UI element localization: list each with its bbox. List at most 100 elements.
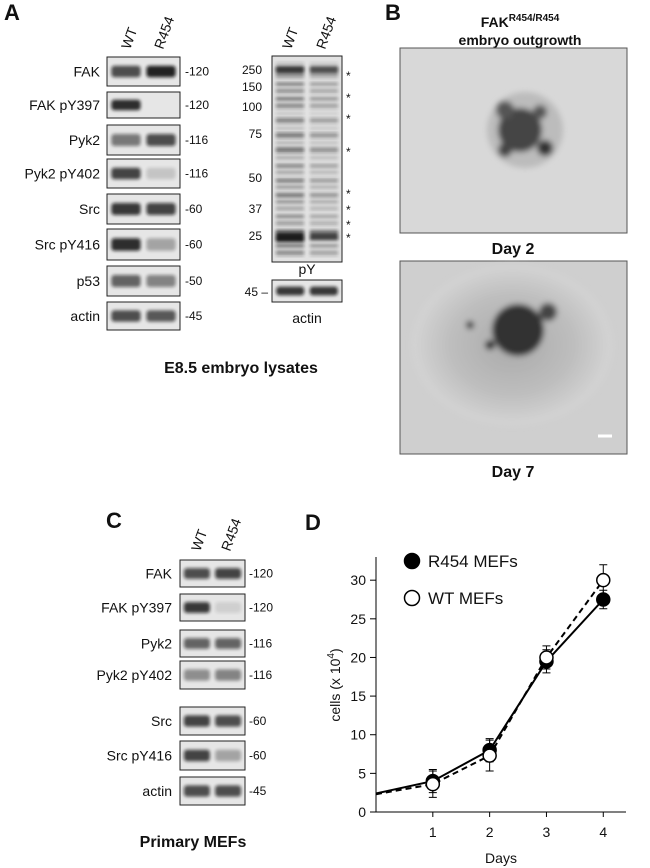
band [276,106,304,110]
band [310,229,338,233]
band [215,715,242,727]
band [276,103,304,107]
band [310,97,338,101]
mw-label: -45 [185,309,203,323]
mw-label: -60 [249,749,267,763]
band [276,286,305,296]
blot-label: pY [298,261,316,277]
panel-letter: C [106,508,122,533]
image-caption: Day 7 [492,464,535,481]
panel-title: FAKR454/R454 [481,13,560,30]
asterisk: * [346,69,351,83]
legend-marker [403,589,421,607]
band [276,214,304,218]
band [276,176,304,180]
x-axis-label: Days [485,850,517,866]
band [111,275,141,287]
band [276,179,304,183]
lane-label: WT [118,25,141,51]
band [146,275,176,287]
band [276,91,304,95]
band [310,91,338,95]
blot-label: actin [142,783,172,799]
band [276,82,304,86]
band [310,244,338,248]
x-tick-label: 2 [486,824,494,840]
band [310,141,338,145]
band [183,785,210,797]
data-point [596,572,611,588]
band [276,88,304,92]
panel-letter: A [4,0,20,25]
band [310,117,338,121]
mw-label: -116 [185,167,208,181]
caption: Primary MEFs [140,834,247,851]
band [276,147,304,151]
y-tick-label: 15 [350,688,366,704]
band [310,106,338,110]
blot-label: FAK pY397 [29,97,100,113]
band [276,223,304,227]
band [310,176,338,180]
outgrowth [412,265,612,425]
band [276,162,304,165]
band [183,669,210,681]
band [310,126,338,130]
mw-label: -116 [185,133,208,147]
band [276,120,304,124]
band [276,191,304,195]
band [310,103,338,107]
asterisk: * [346,91,351,105]
embryo [487,92,563,168]
band [310,185,338,189]
title-text: FAK [481,14,509,30]
band [310,164,338,168]
band [310,191,338,195]
mw-label: -120 [249,567,273,581]
band [183,749,210,762]
band [276,132,304,136]
band [276,141,304,145]
band [310,253,338,257]
lane-label: WT [279,25,302,51]
band [310,214,338,218]
band [310,162,338,165]
blot-label: actin [292,310,322,326]
blot-label: Pyk2 [69,132,100,148]
band [310,62,338,65]
band [111,99,141,111]
band [276,220,304,224]
y-tick-label: 10 [350,727,366,743]
band [146,65,176,78]
band [310,132,338,136]
blot [271,279,343,303]
mw-marker: 25 [249,229,263,243]
band [310,220,338,224]
mw-marker: 45 – [245,285,269,299]
mw-marker: 50 [249,171,263,185]
blot-label: Src [151,713,172,729]
band [276,126,304,130]
band [276,76,304,80]
band [276,194,304,198]
band [276,164,304,168]
band [310,209,338,212]
band [183,602,210,613]
mw-label: -60 [185,202,203,216]
band [276,117,304,121]
band [310,194,338,198]
band [276,200,304,204]
band [183,715,210,727]
band [310,150,338,154]
band [111,65,141,78]
title-sup: R454/R454 [509,13,560,24]
mw-label: -120 [249,601,273,615]
blot-label: Src pY416 [35,237,101,253]
band [310,76,338,80]
lane-label: R454 [218,516,245,553]
band [310,73,338,77]
y-tick-label: 0 [358,804,366,820]
band [310,66,338,74]
band [276,232,304,242]
band [111,134,141,146]
